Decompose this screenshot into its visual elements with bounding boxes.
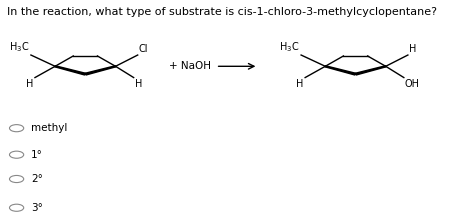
Text: 3°: 3° <box>31 203 43 213</box>
FancyArrowPatch shape <box>219 63 254 69</box>
Polygon shape <box>355 66 386 75</box>
Polygon shape <box>84 66 116 75</box>
Text: methyl: methyl <box>31 123 67 133</box>
Text: In the reaction, what type of substrate is cis-1-chloro-3-methylcyclopentane?: In the reaction, what type of substrate … <box>7 7 437 17</box>
Text: H: H <box>26 79 34 89</box>
Text: 1°: 1° <box>31 150 43 160</box>
Text: H$_3$C: H$_3$C <box>279 41 299 54</box>
Polygon shape <box>325 66 356 75</box>
Text: 2°: 2° <box>31 174 43 184</box>
Text: H$_3$C: H$_3$C <box>9 41 29 54</box>
Text: Cl: Cl <box>138 44 148 54</box>
Text: OH: OH <box>405 79 420 89</box>
Text: H: H <box>296 79 304 89</box>
Text: + NaOH: + NaOH <box>169 61 210 71</box>
Text: H: H <box>135 79 142 89</box>
Polygon shape <box>55 66 86 75</box>
Text: H: H <box>409 44 416 54</box>
